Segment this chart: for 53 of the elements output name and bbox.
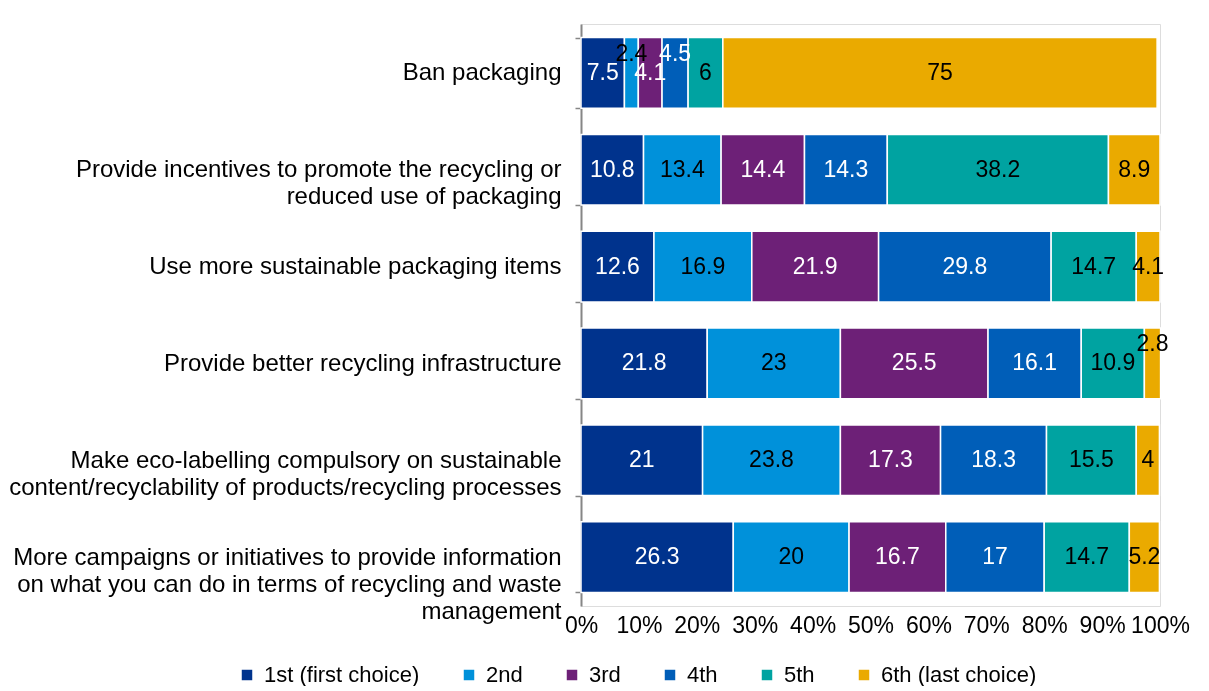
data-label: 16.9 (680, 252, 726, 279)
y-tick-label: Provide incentives to promote the recycling or reduced use of packaging (75, 155, 562, 210)
x-tick-label: 40% (790, 611, 837, 638)
legend-label: 4th (687, 662, 718, 687)
data-label: 16.1 (1012, 349, 1058, 376)
x-tick-label: 50% (847, 611, 895, 638)
legend-label: 3rd (589, 662, 621, 687)
data-label: 21.8 (621, 349, 667, 376)
data-label: 16.7 (875, 543, 920, 570)
x-tick-label: 20% (674, 611, 721, 638)
data-label: 8.9 (1118, 155, 1151, 182)
x-tick-label: 10% (616, 611, 663, 638)
data-label: 18.3 (971, 446, 1016, 473)
data-label: 15.5 (1069, 446, 1114, 473)
y-tick-label: Make eco-labelling compulsory on sustainable content/recyclability of products/recycling processes (9, 445, 562, 500)
data-label: 17 (982, 543, 1008, 570)
legend-label: 6th (last choice) (881, 662, 1037, 687)
data-label: 38.2 (975, 155, 1021, 182)
data-label: 20 (778, 543, 804, 570)
x-tick-label: 90% (1079, 611, 1126, 638)
data-label: 17.3 (868, 446, 913, 473)
legend-label: 5th (784, 662, 815, 687)
x-tick-label: 60% (905, 611, 952, 638)
y-tick-label: Ban packaging (402, 58, 562, 86)
data-label: 2.8 (1136, 330, 1169, 357)
data-label: 23 (761, 349, 787, 376)
data-label: 29.8 (942, 252, 988, 279)
data-label: 10.9 (1090, 349, 1136, 376)
data-label: 4 (1141, 446, 1155, 473)
data-label: 10.8 (589, 155, 635, 182)
x-tick-label: 100% (1131, 611, 1190, 638)
data-label: 6 (699, 58, 712, 85)
y-tick-label: Provide better recycling infrastructure (164, 348, 562, 376)
data-label: 21 (629, 446, 655, 473)
data-label: 75 (927, 58, 953, 85)
data-label: 25.5 (891, 349, 937, 376)
data-label: 23.8 (749, 446, 794, 473)
x-tick-label: 0% (564, 611, 599, 638)
data-label: 26.3 (634, 543, 680, 570)
x-tick-label: 80% (1021, 611, 1068, 638)
x-tick-label: 30% (732, 611, 779, 638)
data-label: 13.4 (659, 155, 705, 182)
data-label: 14.3 (823, 155, 869, 182)
legend-label: 1st (first choice) (264, 662, 420, 687)
legend-label: 2nd (486, 662, 523, 687)
x-tick-label: 70% (963, 611, 1010, 638)
data-label: 21.9 (792, 252, 838, 279)
y-tick-label: Use more sustainable packaging items (149, 252, 562, 280)
data-label: 14.7 (1064, 543, 1110, 570)
y-tick-label: More campaigns or initiatives to provide information on what you can do in terms of recycling and waste management (13, 542, 562, 624)
data-label: 14.4 (740, 155, 786, 182)
data-label: 12.6 (595, 252, 640, 279)
data-label: 14.7 (1071, 252, 1117, 279)
